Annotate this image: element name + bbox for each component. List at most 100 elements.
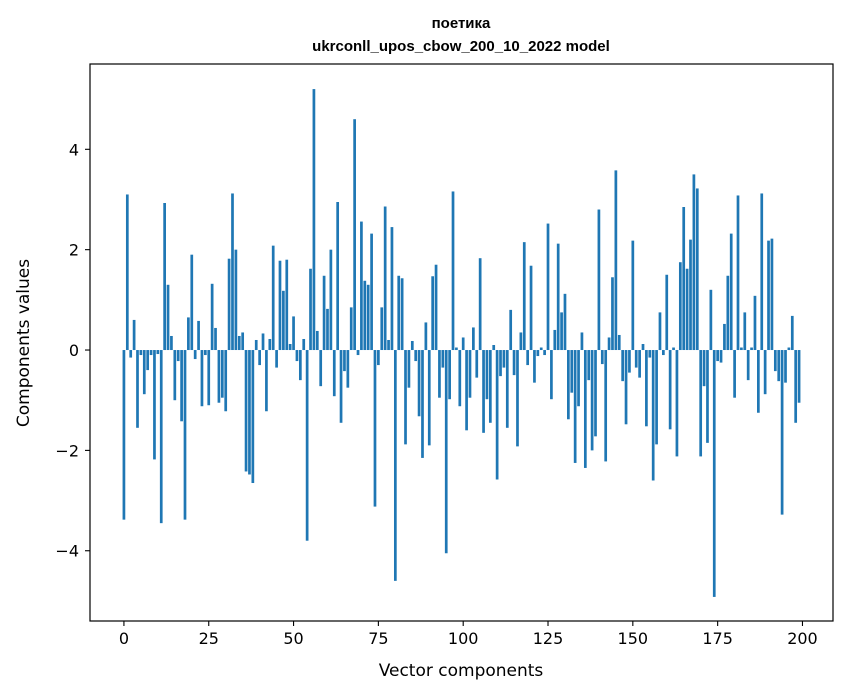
bar-181 [736,195,740,351]
bar-41 [261,333,265,351]
bar-92 [434,264,438,351]
bar-0 [122,350,126,520]
bar-100 [461,337,465,351]
bar-148 [624,350,628,425]
bar-51 [295,350,299,362]
bar-138 [590,350,594,451]
bar-132 [570,350,574,393]
bar-136 [583,350,587,468]
bar-52 [298,350,302,381]
bar-30 [224,350,228,412]
bar-90 [427,350,431,446]
bar-131 [567,350,570,420]
bar-20 [190,254,194,351]
bar-125 [546,223,550,351]
bar-10 [156,350,160,355]
bar-178 [726,275,730,351]
bar-122 [536,350,540,357]
bar-35 [241,332,245,351]
bar-116 [516,350,519,447]
y-tick-label: 4 [69,140,79,159]
bar-162 [672,347,675,351]
bar-62 [332,350,336,397]
bar-199 [797,350,801,403]
bar-126 [550,350,553,400]
bar-133 [573,350,577,463]
bar-151 [634,350,638,368]
bars-group [122,89,801,597]
bar-149 [628,350,631,373]
bar-159 [662,350,665,356]
bar-172 [706,350,709,443]
bar-129 [560,312,563,351]
bar-25 [207,350,211,406]
bar-21 [193,350,197,360]
bar-121 [533,350,536,383]
bar-98 [455,347,458,351]
bar-169 [695,188,699,351]
bar-95 [444,350,448,554]
bar-47 [282,290,285,351]
bar-5 [139,350,143,356]
bar-14 [170,335,173,351]
bar-17 [180,350,183,422]
bar-184 [746,350,750,381]
bar-26 [210,283,214,351]
bar-39 [254,339,258,351]
bar-1 [125,194,129,351]
bar-176 [719,350,723,363]
bar-22 [197,320,200,351]
bar-80 [393,350,397,581]
bar-158 [658,312,662,351]
bar-4 [136,350,139,428]
bar-183 [743,312,747,351]
bar-195 [784,350,787,383]
y-tick-label: −2 [55,441,79,460]
bar-84 [407,350,411,388]
bar-166 [685,268,689,351]
bar-114 [509,309,513,351]
bar-130 [563,293,567,351]
bar-105 [478,258,482,351]
bar-16 [176,350,180,362]
bar-146 [617,334,621,351]
bar-77 [383,206,387,351]
bar-120 [529,265,533,351]
x-tick-label: 0 [119,629,129,648]
bar-189 [763,350,767,395]
bar-50 [292,316,295,351]
bar-29 [220,350,224,398]
bar-97 [451,191,455,351]
bar-164 [678,262,682,351]
bar-163 [675,350,679,457]
x-ticks: 0 25 50 75 100 125 150 175 200 [119,621,818,648]
bar-48 [285,259,289,351]
bar-128 [556,243,560,351]
x-tick-label: 100 [448,629,479,648]
bar-88 [421,350,424,458]
x-tick-label: 25 [199,629,219,648]
bar-37 [248,350,251,475]
bar-96 [448,350,451,400]
bar-36 [244,350,248,472]
bar-192 [773,350,777,372]
bar-54 [305,350,309,541]
bar-109 [492,345,496,351]
bar-179 [729,233,733,351]
bar-64 [339,350,343,423]
y-ticks: −4 −2 0 2 4 [55,140,90,561]
bar-190 [767,240,770,351]
bar-139 [594,350,597,437]
bar-145 [614,170,618,351]
bar-104 [475,350,479,378]
bar-70 [360,221,363,351]
bar-134 [577,350,580,407]
bar-56 [312,89,316,351]
x-tick-label: 125 [533,629,564,648]
bar-123 [539,347,543,351]
bar-154 [645,350,648,427]
bar-3 [132,319,136,351]
bar-143 [607,337,611,351]
bar-182 [740,347,743,351]
bar-147 [621,350,625,382]
